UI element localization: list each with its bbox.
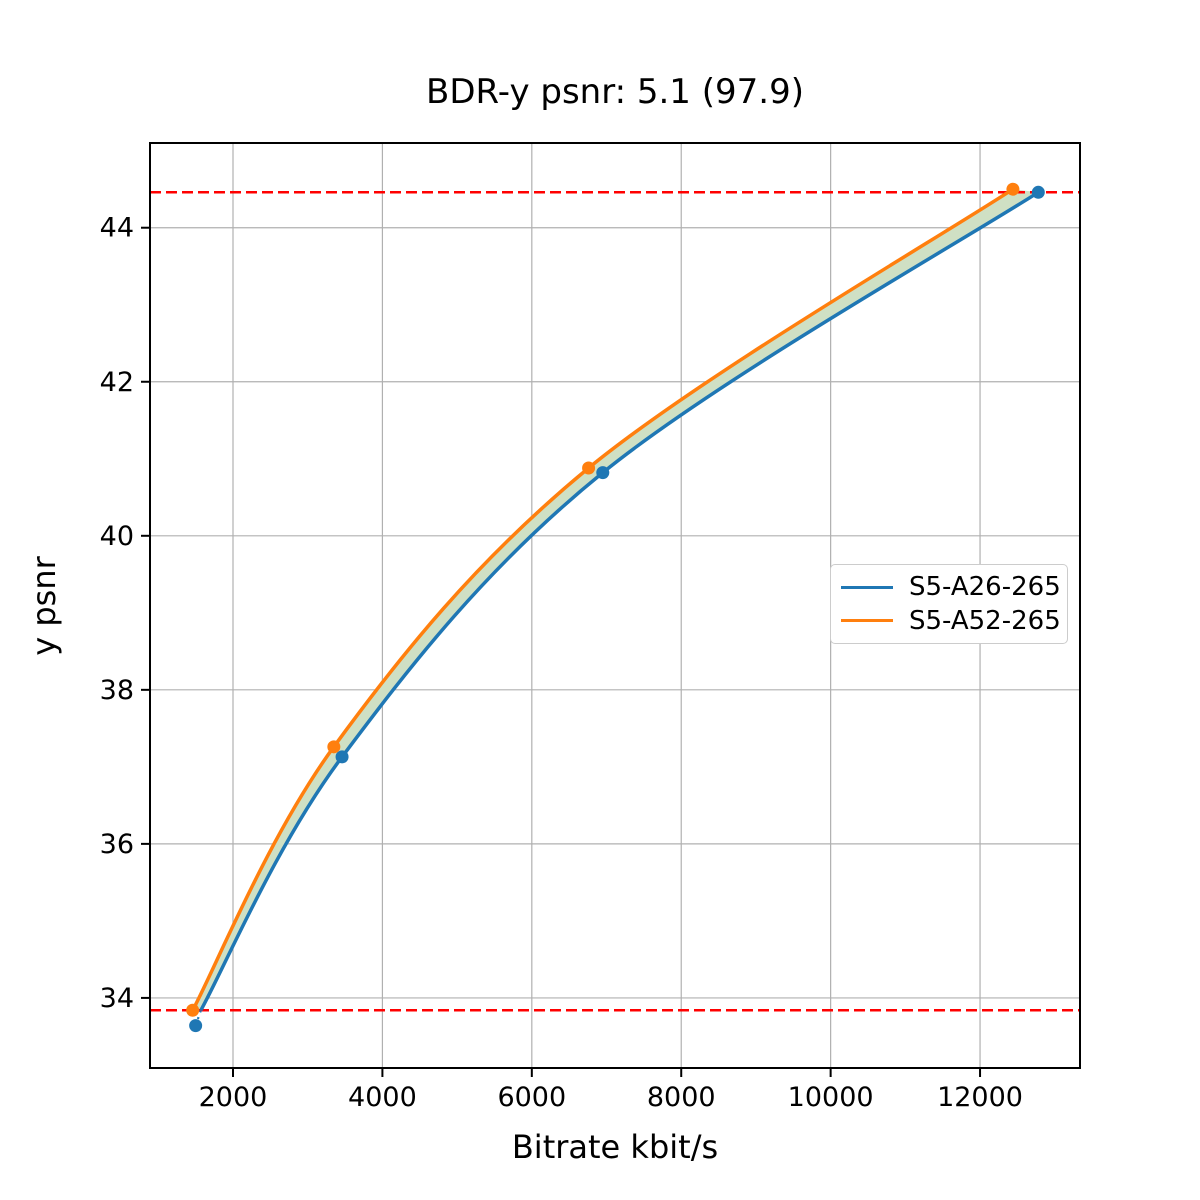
data-point-marker: [1031, 185, 1045, 199]
y-tick-label: 40: [100, 521, 134, 552]
chart-title: BDR-y psnr: 5.1 (97.9): [426, 72, 804, 112]
dotted-stub-blue: [194, 1009, 202, 1026]
x-tick-label: 4000: [348, 1082, 417, 1113]
data-point-marker: [335, 750, 349, 764]
x-tick-label: 6000: [497, 1082, 566, 1113]
data-point-marker: [186, 1003, 200, 1017]
legend-label: S5-A52-265: [909, 605, 1061, 636]
curve-s5-a52-265: [191, 187, 1014, 1012]
x-tick-label: 2000: [199, 1082, 268, 1113]
y-tick-label: 44: [100, 213, 134, 244]
legend-label: S5-A26-265: [909, 572, 1061, 603]
x-tick-label: 10000: [788, 1082, 874, 1113]
data-point-marker: [1006, 182, 1020, 196]
legend: S5-A26-265 S5-A52-265: [830, 564, 1068, 644]
y-tick-label: 36: [100, 829, 134, 860]
axes-spines: [149, 142, 1081, 1069]
legend-line-swatch-blue: [841, 585, 893, 589]
legend-line-swatch-orange: [841, 619, 893, 623]
x-tick-label: 8000: [647, 1082, 716, 1113]
y-tick-label: 38: [100, 675, 134, 706]
legend-entry-s5-a52-265: S5-A52-265: [841, 608, 1061, 634]
curve-s5-a26-265: [199, 190, 1040, 1012]
data-point-marker: [189, 1019, 203, 1033]
legend-entry-s5-a26-265: S5-A26-265: [841, 574, 1061, 600]
x-tick-label: 12000: [937, 1082, 1023, 1113]
data-point-marker: [327, 740, 341, 754]
data-point-marker: [582, 461, 596, 475]
data-point-marker: [596, 466, 610, 480]
y-tick-label: 42: [100, 367, 134, 398]
y-axis-label: y psnr: [25, 556, 63, 656]
x-axis-label: Bitrate kbit/s: [511, 1128, 719, 1166]
y-tick-label: 34: [100, 983, 134, 1014]
